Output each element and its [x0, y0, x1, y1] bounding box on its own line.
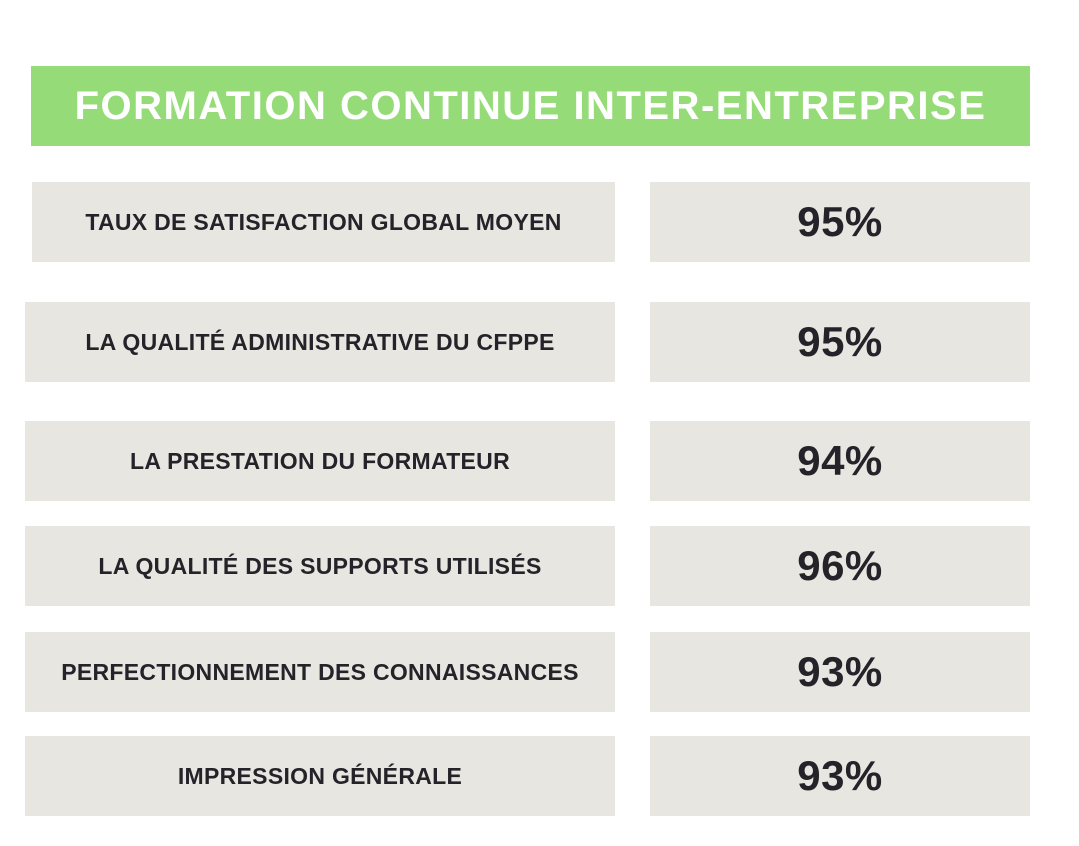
metric-label-box: IMPRESSION GÉNÉRALE	[25, 736, 615, 816]
metric-value: 95%	[797, 318, 883, 365]
metric-value-box: 93%	[650, 736, 1030, 816]
metric-label-box: LA QUALITÉ ADMINISTRATIVE DU CFPPE	[25, 302, 615, 382]
page-title: FORMATION CONTINUE INTER-ENTREPRISE	[74, 83, 987, 128]
table-row: IMPRESSION GÉNÉRALE 93%	[25, 736, 1030, 816]
metric-value: 95%	[797, 198, 883, 245]
metric-value-box: 94%	[650, 421, 1030, 501]
metric-label: PERFECTIONNEMENT DES CONNAISSANCES	[61, 658, 579, 685]
metric-value-box: 96%	[650, 526, 1030, 606]
metric-label: LA QUALITÉ ADMINISTRATIVE DU CFPPE	[85, 328, 555, 355]
table-row: TAUX DE SATISFACTION GLOBAL MOYEN 95%	[25, 182, 1030, 262]
metric-label: TAUX DE SATISFACTION GLOBAL MOYEN	[85, 208, 562, 235]
metric-label-box: TAUX DE SATISFACTION GLOBAL MOYEN	[32, 182, 615, 262]
metric-label: LA QUALITÉ DES SUPPORTS UTILISÉS	[98, 552, 542, 579]
metric-label-box: PERFECTIONNEMENT DES CONNAISSANCES	[25, 632, 615, 712]
results-table: TAUX DE SATISFACTION GLOBAL MOYEN 95% LA…	[25, 182, 1030, 816]
metric-value-box: 95%	[650, 182, 1030, 262]
metric-value: 96%	[797, 542, 883, 589]
metric-label: LA PRESTATION DU FORMATEUR	[129, 447, 511, 474]
metric-label-box: LA QUALITÉ DES SUPPORTS UTILISÉS	[25, 526, 615, 606]
table-row: PERFECTIONNEMENT DES CONNAISSANCES 93%	[25, 632, 1030, 712]
title-banner: FORMATION CONTINUE INTER-ENTREPRISE	[31, 66, 1030, 146]
table-row: LA QUALITÉ ADMINISTRATIVE DU CFPPE 95%	[25, 302, 1030, 382]
metric-value: 93%	[797, 752, 883, 799]
metric-value-box: 95%	[650, 302, 1030, 382]
metric-label: IMPRESSION GÉNÉRALE	[177, 762, 463, 789]
table-row: LA PRESTATION DU FORMATEUR 94%	[25, 421, 1030, 501]
metric-label-box: LA PRESTATION DU FORMATEUR	[25, 421, 615, 501]
table-row: LA QUALITÉ DES SUPPORTS UTILISÉS 96%	[25, 526, 1030, 606]
metric-value: 93%	[797, 648, 883, 695]
metric-value: 94%	[797, 437, 883, 484]
metric-value-box: 93%	[650, 632, 1030, 712]
